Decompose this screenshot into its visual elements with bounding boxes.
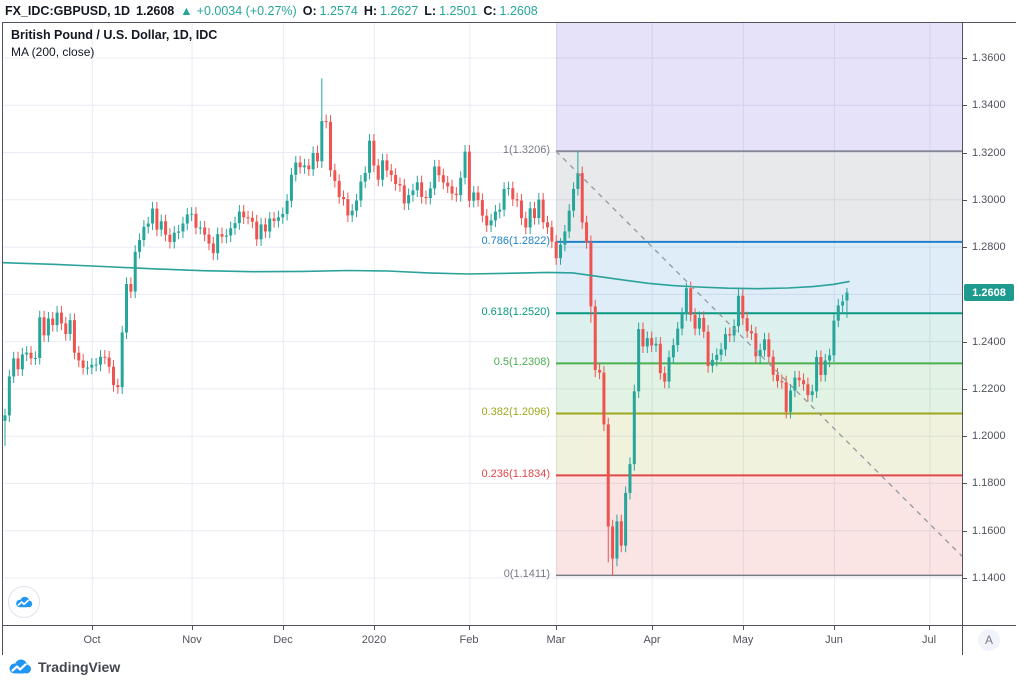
- open-value: 1.2574: [319, 4, 358, 18]
- time-axis-label: Dec: [273, 634, 293, 646]
- time-axis[interactable]: Oct Nov Dec 2020 Feb Mar Apr May Jun Jul: [3, 625, 962, 655]
- ohlc-high: H: 1.2627: [364, 4, 418, 18]
- price-axis-label: 1.3000: [972, 194, 1006, 206]
- time-axis-label: Jun: [825, 634, 843, 646]
- time-axis-label: Feb: [459, 634, 479, 646]
- symbol-info-bar: FX_IDC:GBPUSD, 1D 1.2608 ▲ +0.0034 (+0.27…: [0, 0, 1018, 22]
- price-tick: [963, 342, 967, 343]
- time-tick: [92, 626, 93, 630]
- last-price: 1.2608: [136, 4, 175, 18]
- price-tick: [963, 247, 967, 248]
- price-axis-label: 1.2000: [972, 430, 1006, 442]
- time-tick: [743, 626, 744, 630]
- price-tick: [963, 483, 967, 484]
- auto-scale-button[interactable]: A: [978, 629, 1000, 651]
- close-label: C:: [483, 4, 497, 18]
- chart-area: 1(1.3206) 0.786(1.2822) 0.618(1.2520) 0.5(1…: [2, 22, 1016, 655]
- price-axis-label: 1.2200: [972, 383, 1006, 395]
- symbol-name[interactable]: FX_IDC:GBPUSD, 1D: [5, 4, 131, 18]
- ohlc-close: C: 1.2608: [483, 4, 537, 18]
- time-tick: [929, 626, 930, 630]
- legend-symbol-title[interactable]: British Pound / U.S. Dollar, 1D, IDC: [11, 28, 218, 42]
- time-tick: [374, 626, 375, 630]
- time-axis-label: Apr: [643, 634, 661, 646]
- price-tick: [963, 389, 967, 390]
- high-label: H:: [363, 4, 378, 18]
- up-arrow-icon: ▲: [180, 4, 193, 18]
- time-axis-label: 2020: [361, 634, 387, 646]
- price-axis-label: 1.3600: [972, 52, 1006, 64]
- low-label: L:: [424, 4, 437, 18]
- time-tick: [283, 626, 284, 630]
- price-axis-label: 1.3400: [972, 99, 1006, 111]
- price-axis-label: 1.1600: [972, 525, 1006, 537]
- price-tick: [963, 531, 967, 532]
- close-value: 1.2608: [499, 4, 538, 18]
- ohlc-open: O: 1.2574: [303, 4, 358, 18]
- price-axis-label: 1.2400: [972, 336, 1006, 348]
- price-axis-label: 1.1400: [972, 572, 1006, 584]
- time-tick: [556, 626, 557, 630]
- low-value: 1.2501: [439, 4, 478, 18]
- price-axis-label: 1.2800: [972, 241, 1006, 253]
- time-tick: [652, 626, 653, 630]
- price-tick: [963, 578, 967, 579]
- time-axis-label: Mar: [546, 634, 566, 646]
- price-tick: [963, 58, 967, 59]
- time-tick: [192, 626, 193, 630]
- time-axis-label: May: [732, 634, 754, 646]
- high-value: 1.2627: [380, 4, 419, 18]
- price-tick: [963, 105, 967, 106]
- time-axis-label: Oct: [83, 634, 101, 646]
- tradingview-logo-icon: [9, 659, 31, 674]
- time-axis-label: Jul: [921, 634, 937, 646]
- price-axis-label: 1.3200: [972, 147, 1006, 159]
- price-tick: [963, 153, 967, 154]
- ohlc-low: L: 1.2501: [424, 4, 477, 18]
- time-axis-label: Nov: [182, 634, 202, 646]
- change-value: +0.0034 (+0.27%): [196, 4, 297, 18]
- attribution: TradingView: [8, 658, 120, 675]
- legend-ma-indicator[interactable]: MA (200, close): [11, 45, 95, 59]
- tradingview-logo-icon: [16, 596, 33, 608]
- chart-legend: British Pound / U.S. Dollar, 1D, IDC MA …: [11, 28, 217, 59]
- price-chart-plot[interactable]: [3, 23, 962, 625]
- last-price-badge: 1.2608: [964, 284, 1014, 301]
- attribution-text[interactable]: TradingView: [38, 658, 121, 675]
- axis-corner: A: [962, 625, 1016, 655]
- price-tick: [963, 436, 967, 437]
- tradingview-logo-button[interactable]: [8, 586, 40, 618]
- price-change: ▲ +0.0034 (+0.27%): [180, 4, 296, 18]
- price-axis[interactable]: 1.2608 1.3600 1.3400 1.3200 1.3000 1.2800 1.2…: [962, 23, 1016, 625]
- time-tick: [834, 626, 835, 630]
- time-tick: [469, 626, 470, 630]
- open-label: O:: [302, 4, 317, 18]
- price-tick: [963, 200, 967, 201]
- price-axis-label: 1.1800: [972, 477, 1006, 489]
